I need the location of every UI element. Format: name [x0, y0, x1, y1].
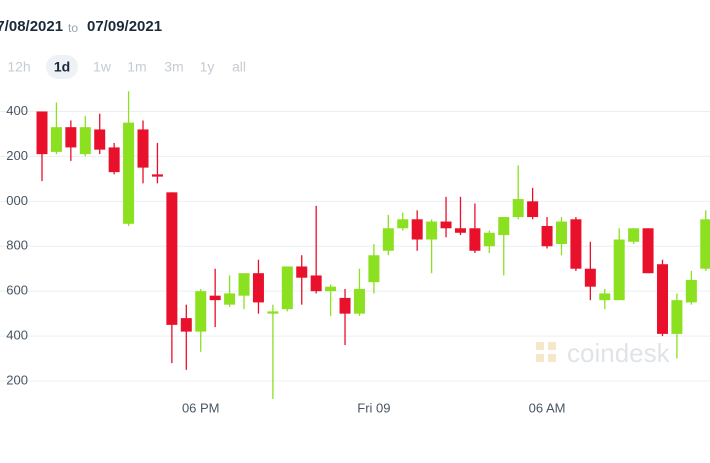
candle-body — [238, 273, 250, 296]
candle-body — [397, 219, 409, 229]
logo-square — [548, 342, 556, 350]
watermark-text: coindesk — [567, 338, 671, 368]
range-button[interactable]: 1m — [127, 59, 146, 75]
range-button[interactable]: 1d — [54, 59, 70, 75]
candle-body — [195, 291, 207, 332]
watermark: coindesk — [536, 338, 671, 368]
candle-body — [628, 228, 640, 242]
y-tick-label: 400 — [6, 328, 28, 343]
y-tick-label: 000 — [6, 193, 28, 208]
y-tick-label: 200 — [6, 372, 28, 387]
candle-body — [426, 221, 438, 240]
candle-body — [339, 297, 351, 314]
candle-body — [555, 221, 567, 245]
candle-body — [123, 122, 135, 224]
candle-body — [642, 228, 654, 274]
x-tick-label: Fri 09 — [357, 400, 390, 415]
candle-body — [137, 129, 149, 168]
y-tick-label: 800 — [6, 238, 28, 253]
candle-body — [281, 266, 293, 310]
candle-body — [224, 293, 236, 305]
candle-body — [252, 273, 264, 303]
candle-body — [325, 286, 337, 292]
candle-body — [94, 129, 106, 150]
candle-body — [209, 295, 221, 301]
candle-body — [454, 228, 466, 233]
y-tick-label: 200 — [6, 148, 28, 163]
logo-square — [548, 354, 556, 362]
candle-body — [267, 311, 279, 314]
range-button[interactable]: 3m — [164, 59, 183, 75]
x-tick-label: 06 PM — [182, 400, 220, 415]
candle-body — [411, 219, 423, 240]
candle-body — [166, 192, 178, 325]
range-selected-bg — [46, 55, 78, 79]
candle-body — [685, 279, 697, 303]
candle-body — [36, 111, 48, 155]
candle-body — [180, 318, 192, 332]
candle-body — [296, 266, 308, 278]
range-button[interactable]: all — [232, 59, 246, 75]
candle-body — [656, 264, 668, 334]
candle-body — [483, 232, 495, 247]
range-button[interactable]: 12h — [7, 59, 30, 75]
candle-body — [584, 268, 596, 287]
date-to: 07/09/2021 — [87, 18, 162, 35]
candle-body — [79, 127, 91, 155]
candle-body — [512, 199, 524, 218]
candle-body — [469, 228, 481, 251]
x-tick-label: 06 AM — [529, 400, 566, 415]
candle-body — [700, 219, 710, 269]
candle-body — [599, 293, 611, 301]
candle-body — [613, 239, 625, 301]
logo-square — [536, 354, 544, 362]
candle-body — [527, 201, 539, 218]
candle-body — [151, 174, 163, 177]
candle-body — [310, 275, 322, 292]
candle-body — [382, 228, 394, 251]
candle-body — [108, 147, 120, 173]
candle-body — [570, 219, 582, 269]
y-tick-label: 400 — [6, 103, 28, 118]
candle-body — [671, 300, 683, 334]
range-button[interactable]: 1y — [200, 59, 215, 75]
candle-body — [368, 255, 380, 283]
candle-body — [498, 217, 510, 236]
date-from: 07/08/2021 — [0, 18, 63, 35]
y-tick-label: 600 — [6, 283, 28, 298]
logo-square — [536, 342, 544, 350]
candle-body — [50, 127, 62, 152]
range-button[interactable]: 1w — [93, 59, 112, 75]
candle-body — [353, 288, 365, 314]
candle-body — [541, 226, 553, 247]
date-to-word: to — [68, 21, 78, 35]
candle-body — [65, 127, 77, 148]
candle-body — [440, 221, 452, 229]
